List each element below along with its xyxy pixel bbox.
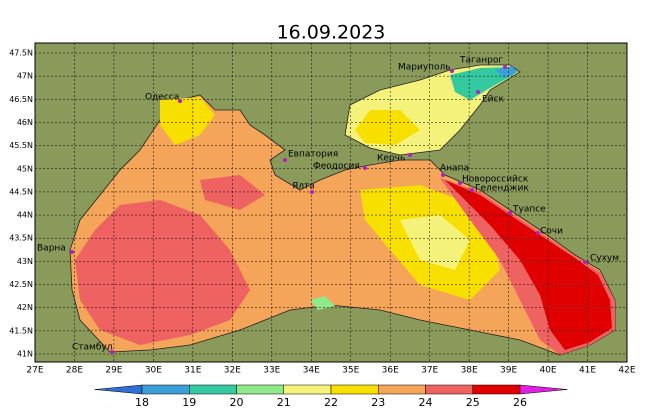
lon-label: 37E [421, 366, 438, 376]
lat-label: 47N [17, 72, 33, 81]
city-label: Новороссийск [462, 175, 529, 185]
lat-label: 44.5N [9, 187, 33, 196]
sea [69, 64, 616, 356]
legend-swatch [425, 384, 473, 395]
city-label: Керчь [377, 154, 405, 164]
lon-label: 41E [579, 366, 596, 376]
lon-label: 38E [461, 366, 478, 376]
lat-label: 47.5N [9, 49, 33, 58]
lon-label: 30E [145, 366, 162, 376]
lat-label: 46.5N [9, 95, 33, 104]
lat-label: 41N [17, 350, 33, 359]
lat-label: 45.5N [9, 141, 33, 150]
city-label: Сухум [590, 254, 619, 264]
lon-label: 42E [618, 366, 635, 376]
legend-swatch [283, 384, 332, 395]
lat-label: 41.5N [9, 326, 33, 335]
legend-swatch [472, 384, 521, 395]
lon-label: 32E [224, 366, 241, 376]
city-label: Ейск [482, 95, 504, 105]
city-label: Геленджик [475, 184, 529, 194]
legend-label: 25 [466, 396, 480, 409]
lon-label: 39E [500, 366, 517, 376]
lon-label: 40E [539, 366, 556, 376]
city-label: Анапа [440, 164, 469, 174]
city-label: Ялта [292, 182, 315, 192]
city-label: Мариуполь [398, 63, 451, 73]
lon-label: 34E [303, 366, 320, 376]
legend-label: 26 [513, 396, 527, 409]
grid: 27E 28E 29E 30E 31E 32E 33E 34E 35E 36E 37E 38E 39E 4… [9, 43, 636, 376]
legend: 18 19 20 21 22 23 24 25 26 [94, 384, 568, 409]
cities: Одесса Мариуполь Таганрог Ейск Евпатория… [37, 56, 619, 354]
legend-label: 20 [230, 396, 244, 409]
legend-label: 23 [371, 396, 385, 409]
legend-label: 21 [277, 396, 291, 409]
legend-high [519, 384, 568, 395]
city-label: Таганрог [459, 56, 503, 66]
city-label: Туапсе [512, 205, 546, 215]
lon-label: 27E [26, 366, 43, 376]
lat-label: 43N [17, 257, 33, 266]
lat-label: 46N [17, 118, 33, 127]
city-label: Евпатория [288, 150, 338, 160]
lat-label: 43.5N [9, 234, 33, 243]
lon-label: 33E [263, 366, 280, 376]
lon-label: 28E [66, 366, 83, 376]
legend-low [94, 384, 143, 395]
lat-label: 42.5N [9, 280, 33, 289]
city-label: Феодосия [313, 162, 360, 172]
legend-label: 24 [419, 396, 433, 409]
lon-label: 29E [105, 366, 122, 376]
title: 16.09.2023 [277, 22, 386, 44]
city-label: Варна [37, 244, 66, 254]
legend-swatch [189, 384, 237, 395]
lon-label: 31E [184, 366, 201, 376]
lon-label: 35E [342, 366, 359, 376]
legend-label: 19 [182, 396, 196, 409]
city-label: Одесса [145, 93, 179, 103]
legend-label: 22 [324, 396, 338, 409]
lat-label: 42N [17, 303, 33, 312]
city-label: Стамбул [72, 343, 112, 353]
legend-swatch [141, 384, 190, 395]
legend-swatch [236, 384, 284, 395]
lat-label: 44N [17, 211, 33, 220]
legend-label: 18 [135, 396, 149, 409]
legend-swatch [378, 384, 426, 395]
lon-label: 36E [382, 366, 399, 376]
city-label: Сочи [540, 227, 563, 237]
lat-label: 45N [17, 164, 33, 173]
legend-swatch [330, 384, 379, 395]
